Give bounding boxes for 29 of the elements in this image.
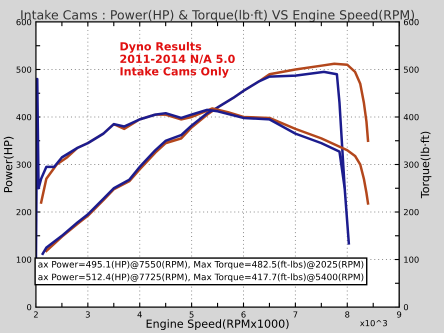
annotation: ax Power=495.1(HP)@7550(RPM), Max Torque=482.5(ft-lbs)@2025(RPM) — [38, 260, 364, 270]
x-tick-label: 8 — [345, 311, 350, 318]
y-tick-label: 500 — [16, 66, 32, 73]
y2-tick-label: 200 — [404, 208, 419, 216]
text: x10^3 — [360, 320, 387, 326]
y2-tick-label: 100 — [404, 256, 419, 263]
x-tick-label: 3 — [86, 311, 90, 318]
y2-tick-label: 300 — [404, 161, 419, 168]
y2-tick-label: 600 — [404, 18, 419, 26]
y2-tick-label: 500 — [404, 66, 419, 73]
y-tick-label: 0 — [27, 304, 32, 310]
annotation: ax Power=512.4(HP)@7725(RPM), Max Torque=417.7(ft-lbs)@5400(RPM) — [38, 273, 364, 282]
x-tick-label: 7 — [293, 311, 298, 318]
x-axis-title: Engine Speed(RPMx1000) — [146, 319, 289, 330]
y-tick-label: 600 — [16, 18, 32, 26]
x-tick-label: 6 — [241, 311, 246, 318]
x-tick-label: 4 — [137, 311, 142, 318]
y2-tick-label: 0 — [404, 304, 408, 310]
y-tick-label: 100 — [16, 256, 32, 263]
y-tick-label: 400 — [16, 114, 32, 120]
x-tick-label: 9 — [397, 311, 402, 318]
x-tick-label: 2 — [34, 311, 38, 318]
y-axis-title: Power(HP) — [4, 136, 14, 192]
annotation: Dyno Results 2011-2014 N/A 5.0 Intake Cams Only — [120, 42, 235, 78]
y-tick-label: 200 — [16, 208, 32, 216]
y2-tick-label: 400 — [404, 114, 419, 120]
x-tick-label: 5 — [190, 311, 194, 318]
y2-axis-title: Torque(lb·ft) — [420, 132, 432, 198]
y-tick-label: 300 — [16, 161, 32, 168]
